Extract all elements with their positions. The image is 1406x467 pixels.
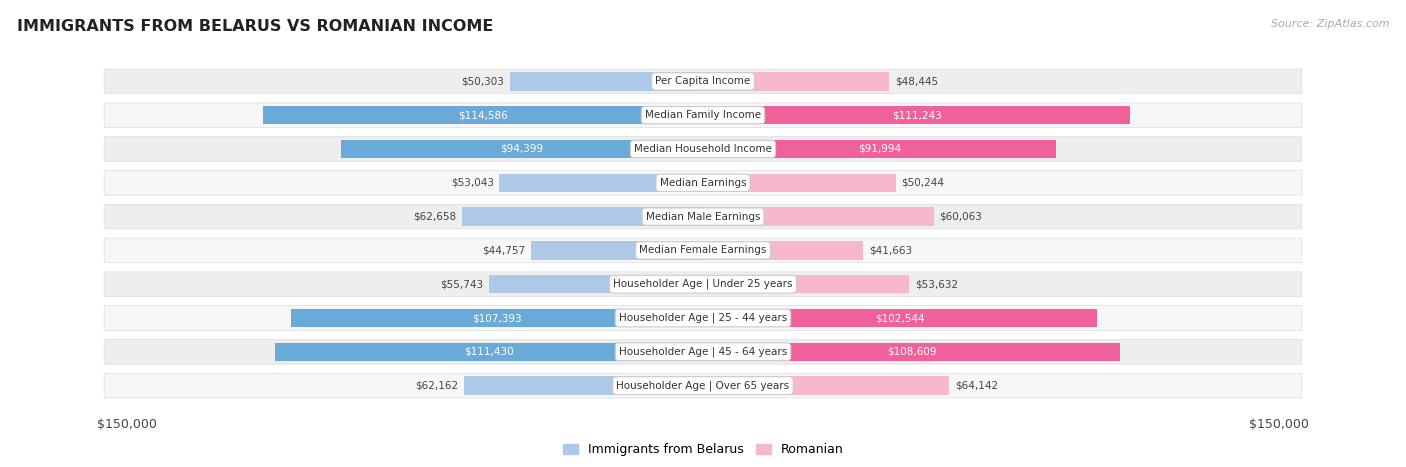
Text: $111,243: $111,243 [891, 110, 942, 120]
Text: $50,303: $50,303 [461, 77, 505, 86]
Text: $41,663: $41,663 [869, 245, 912, 255]
Text: $62,658: $62,658 [413, 212, 457, 222]
FancyBboxPatch shape [104, 306, 1302, 330]
Text: Householder Age | Under 25 years: Householder Age | Under 25 years [613, 279, 793, 290]
Bar [510, 72, 703, 91]
Text: Median Family Income: Median Family Income [645, 110, 761, 120]
Bar [703, 309, 1097, 327]
Text: IMMIGRANTS FROM BELARUS VS ROMANIAN INCOME: IMMIGRANTS FROM BELARUS VS ROMANIAN INCO… [17, 19, 494, 34]
Bar [703, 376, 949, 395]
Text: Median Male Earnings: Median Male Earnings [645, 212, 761, 222]
FancyBboxPatch shape [104, 272, 1302, 297]
Bar [276, 342, 703, 361]
FancyBboxPatch shape [104, 137, 1302, 161]
Text: Median Earnings: Median Earnings [659, 178, 747, 188]
Bar [489, 275, 703, 293]
Text: $111,430: $111,430 [464, 347, 515, 357]
Text: $48,445: $48,445 [894, 77, 938, 86]
Text: $94,399: $94,399 [501, 144, 543, 154]
Bar [531, 241, 703, 260]
Text: $107,393: $107,393 [472, 313, 522, 323]
FancyBboxPatch shape [104, 204, 1302, 229]
Bar [703, 342, 1121, 361]
Bar [703, 207, 934, 226]
Text: Per Capita Income: Per Capita Income [655, 77, 751, 86]
Text: Householder Age | 45 - 64 years: Householder Age | 45 - 64 years [619, 347, 787, 357]
Text: $62,162: $62,162 [416, 381, 458, 390]
Bar [703, 106, 1130, 125]
Text: Householder Age | 25 - 44 years: Householder Age | 25 - 44 years [619, 313, 787, 323]
Text: Householder Age | Over 65 years: Householder Age | Over 65 years [616, 380, 790, 391]
Bar [703, 174, 896, 192]
Text: $55,743: $55,743 [440, 279, 484, 289]
Bar [703, 241, 863, 260]
Text: $44,757: $44,757 [482, 245, 526, 255]
FancyBboxPatch shape [104, 170, 1302, 195]
Bar [499, 174, 703, 192]
FancyBboxPatch shape [104, 340, 1302, 364]
Text: $60,063: $60,063 [939, 212, 983, 222]
Text: $114,586: $114,586 [458, 110, 508, 120]
Text: $64,142: $64,142 [955, 381, 998, 390]
Bar [463, 207, 703, 226]
Bar [703, 72, 889, 91]
Bar [703, 275, 908, 293]
Bar [291, 309, 703, 327]
Bar [464, 376, 703, 395]
Text: Median Household Income: Median Household Income [634, 144, 772, 154]
Text: $50,244: $50,244 [901, 178, 945, 188]
Text: $91,994: $91,994 [858, 144, 901, 154]
Bar [340, 140, 703, 158]
FancyBboxPatch shape [104, 238, 1302, 263]
Text: $53,043: $53,043 [451, 178, 494, 188]
FancyBboxPatch shape [104, 373, 1302, 398]
Text: $108,609: $108,609 [887, 347, 936, 357]
Bar [263, 106, 703, 125]
Text: Source: ZipAtlas.com: Source: ZipAtlas.com [1271, 19, 1389, 28]
FancyBboxPatch shape [104, 69, 1302, 94]
FancyBboxPatch shape [104, 103, 1302, 127]
Text: Median Female Earnings: Median Female Earnings [640, 245, 766, 255]
Bar [703, 140, 1056, 158]
Text: $53,632: $53,632 [915, 279, 957, 289]
Legend: Immigrants from Belarus, Romanian: Immigrants from Belarus, Romanian [558, 439, 848, 461]
Text: $102,544: $102,544 [875, 313, 925, 323]
